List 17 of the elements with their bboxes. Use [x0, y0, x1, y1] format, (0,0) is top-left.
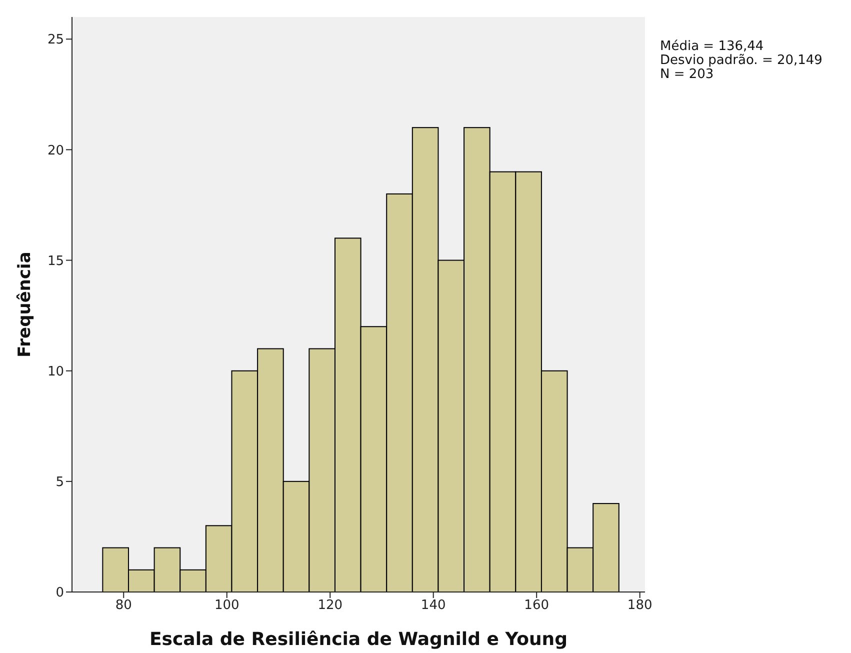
y-tick-label: 25 — [47, 32, 64, 48]
text: Média = 136,44 — [660, 39, 765, 54]
x-tick-label: 120 — [318, 598, 343, 614]
x-tick-label: 100 — [214, 598, 240, 614]
y-axis-title: Frequência — [15, 252, 36, 358]
x-tick-label: 160 — [524, 598, 550, 614]
x-axis-title: Escala de Resiliência de Wagnild e Young — [150, 629, 568, 650]
text: Desvio padrão. = 20,149 — [660, 53, 822, 68]
x-tick-label: 140 — [420, 598, 446, 614]
y-tick-label: 10 — [47, 364, 64, 380]
x-tick-label: 180 — [627, 598, 652, 614]
y-tick-label: 20 — [47, 143, 64, 158]
y-tick-label: 15 — [47, 254, 64, 269]
y-tick-label: 0 — [56, 586, 64, 601]
x-tick-label: 80 — [115, 598, 132, 614]
text: N = 203 — [660, 67, 715, 82]
y-tick-label: 5 — [56, 475, 64, 490]
